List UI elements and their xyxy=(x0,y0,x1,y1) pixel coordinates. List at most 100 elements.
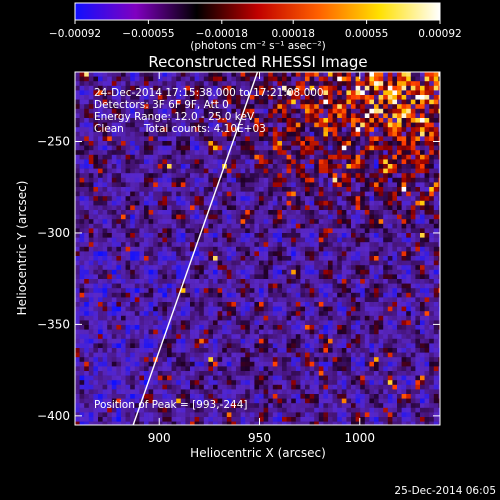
heatmap-cell xyxy=(249,320,255,326)
heatmap-cell xyxy=(139,196,145,202)
heatmap-cell xyxy=(130,223,136,229)
heatmap-cell xyxy=(134,168,140,174)
heatmap-cell xyxy=(199,334,205,340)
heatmap-cell xyxy=(116,154,122,160)
heatmap-cell xyxy=(433,127,439,133)
heatmap-cell xyxy=(171,338,177,344)
heatmap-cell xyxy=(392,108,398,114)
heatmap-cell xyxy=(318,265,324,271)
heatmap-cell xyxy=(217,113,223,119)
heatmap-cell xyxy=(351,242,356,248)
heatmap-cell xyxy=(107,72,113,77)
heatmap-cell xyxy=(176,127,182,133)
heatmap-cell xyxy=(139,214,145,220)
heatmap-cell xyxy=(144,168,149,174)
heatmap-cell xyxy=(88,173,94,179)
heatmap-cell xyxy=(213,325,218,330)
heatmap-cell xyxy=(231,118,237,123)
heatmap-cell xyxy=(125,76,131,82)
heatmap-cell xyxy=(259,95,264,100)
heatmap-cell xyxy=(116,265,122,271)
heatmap-cell xyxy=(397,269,402,275)
heatmap-cell xyxy=(323,329,329,335)
heatmap-cell xyxy=(364,288,370,294)
heatmap-cell xyxy=(190,306,195,312)
heatmap-cell xyxy=(406,311,412,317)
heatmap-cell xyxy=(153,154,159,160)
heatmap-cell xyxy=(139,297,145,303)
heatmap-cell xyxy=(93,104,99,110)
heatmap-cell xyxy=(309,214,315,220)
heatmap-cell xyxy=(378,288,384,294)
heatmap-cell xyxy=(406,274,412,280)
heatmap-cell xyxy=(420,122,425,128)
heatmap-cell xyxy=(217,72,223,77)
heatmap-cell xyxy=(199,76,205,82)
heatmap-cell xyxy=(144,338,149,344)
heatmap-cell xyxy=(125,329,131,335)
heatmap-cell xyxy=(272,251,278,257)
heatmap-cell xyxy=(157,131,163,137)
heatmap-cell xyxy=(240,292,246,298)
heatmap-cell xyxy=(295,90,301,96)
heatmap-cell xyxy=(282,269,287,275)
heatmap-cell xyxy=(415,237,421,243)
heatmap-cell xyxy=(318,338,324,344)
heatmap-cell xyxy=(203,131,209,137)
heatmap-cell xyxy=(328,200,333,206)
heatmap-cell xyxy=(171,329,177,335)
heatmap-cell xyxy=(84,127,90,133)
heatmap-cell xyxy=(217,145,223,151)
heatmap-cell xyxy=(167,205,172,211)
heatmap-cell xyxy=(318,311,324,317)
heatmap-cell xyxy=(130,348,136,353)
heatmap-cell xyxy=(231,242,237,248)
heatmap-cell xyxy=(392,311,398,317)
heatmap-cell xyxy=(98,72,103,77)
heatmap-cell xyxy=(162,338,168,344)
heatmap-cell xyxy=(268,131,274,137)
heatmap-cell xyxy=(323,338,329,344)
heatmap-cell xyxy=(323,76,329,82)
heatmap-cell xyxy=(410,237,416,243)
heatmap-cell xyxy=(318,306,324,312)
heatmap-cell xyxy=(314,72,320,77)
heatmap-cell xyxy=(98,187,103,192)
heatmap-cell xyxy=(222,99,228,105)
heatmap-cell xyxy=(180,104,186,110)
heatmap-cell xyxy=(249,279,255,284)
heatmap-cell xyxy=(88,187,94,192)
heatmap-cell xyxy=(125,182,131,188)
heatmap-cell xyxy=(176,191,182,197)
heatmap-cell xyxy=(134,187,140,192)
heatmap-cell xyxy=(222,150,228,156)
heatmap-cell xyxy=(203,173,209,179)
heatmap-cell xyxy=(263,159,269,165)
heatmap-cell xyxy=(236,182,241,188)
heatmap-cell xyxy=(75,200,80,206)
heatmap-cell xyxy=(392,136,398,142)
heatmap-cell xyxy=(401,242,407,248)
heatmap-cell xyxy=(259,205,264,211)
heatmap-cell xyxy=(305,265,310,271)
heatmap-cell xyxy=(309,279,315,284)
heatmap-cell xyxy=(406,90,412,96)
heatmap-cell xyxy=(240,242,246,248)
heatmap-cell xyxy=(277,288,283,294)
heatmap-cell xyxy=(346,214,352,220)
heatmap-cell xyxy=(130,242,136,248)
heatmap-cell xyxy=(438,99,440,105)
heatmap-cell xyxy=(364,85,370,91)
heatmap-cell xyxy=(88,329,94,335)
heatmap-cell xyxy=(433,72,439,77)
heatmap-cell xyxy=(213,205,218,211)
heatmap-cell xyxy=(300,141,306,146)
heatmap-cell xyxy=(351,329,356,335)
heatmap-cell xyxy=(79,325,85,330)
heatmap-cell xyxy=(148,329,154,335)
heatmap-cell xyxy=(157,72,163,77)
heatmap-cell xyxy=(125,233,131,238)
heatmap-cell xyxy=(148,274,154,280)
heatmap-cell xyxy=(208,196,214,202)
heatmap-cell xyxy=(300,118,306,123)
